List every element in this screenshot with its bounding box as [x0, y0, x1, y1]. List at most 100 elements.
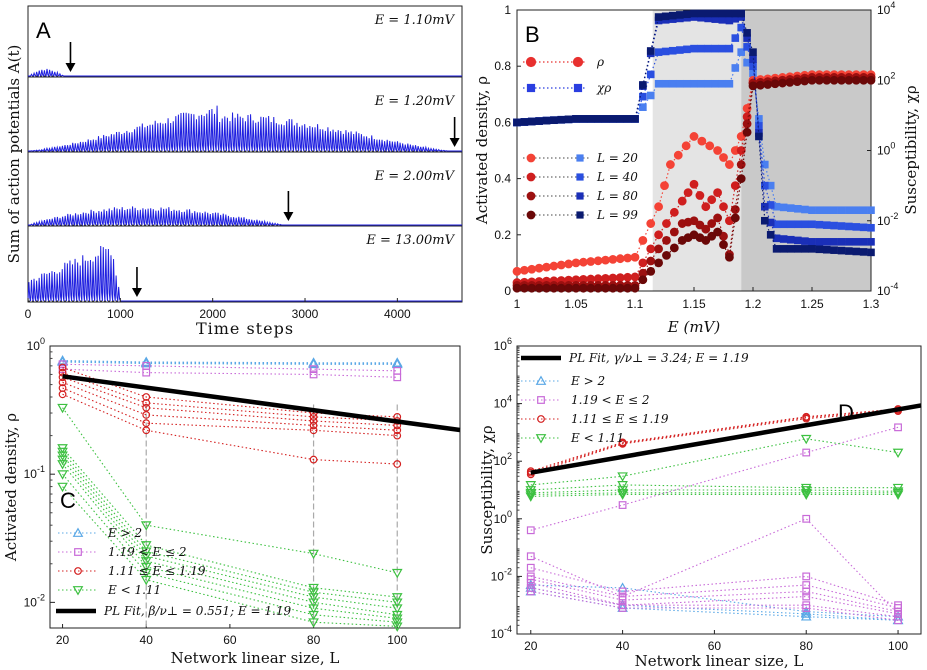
- chi-point: [683, 79, 691, 88]
- chi-point: [845, 247, 853, 255]
- data-point: [393, 460, 402, 468]
- chi-point: [760, 216, 769, 225]
- data-point: [391, 598, 403, 608]
- chi-point: [683, 10, 691, 19]
- rho-point: [742, 119, 752, 129]
- legend-label: 1.19 < E ≤ 2: [571, 393, 649, 407]
- data-point: [894, 423, 902, 432]
- y-tick-label: 100: [494, 509, 512, 526]
- rho-point: [666, 160, 675, 169]
- chi-point: [801, 245, 809, 253]
- x-tick-label: 1000: [107, 307, 134, 321]
- legend-marker: [74, 548, 82, 556]
- rho-point: [646, 244, 656, 254]
- chi-point: [737, 9, 746, 18]
- rho-point: [669, 227, 679, 237]
- chi-point: [631, 115, 639, 123]
- rho-point: [701, 236, 711, 245]
- data-point: [526, 578, 535, 587]
- rho-point: [608, 273, 618, 283]
- activity-trace: [28, 206, 462, 227]
- chi-point: [654, 13, 663, 21]
- data-point: [618, 596, 627, 605]
- stop-arrow-head: [283, 212, 294, 221]
- rho-point: [549, 283, 559, 293]
- rho-point: [866, 75, 876, 85]
- rho-point: [593, 283, 603, 293]
- chi-point: [690, 9, 698, 18]
- x-tick-label: 1.3: [863, 297, 880, 311]
- chi-point: [737, 48, 746, 56]
- x-tick-label: 100: [387, 633, 407, 647]
- rho-point: [683, 188, 693, 198]
- rho-point: [719, 153, 728, 162]
- data-point: [800, 488, 812, 499]
- chi-point: [779, 220, 788, 229]
- series-line: [62, 455, 398, 609]
- rho-point: [705, 141, 715, 151]
- rho-point: [792, 77, 802, 87]
- legend-marker: [526, 172, 536, 182]
- chi-point: [527, 117, 536, 126]
- y-tick-label: 10-4: [491, 624, 512, 641]
- power-law-fit-line: [530, 403, 922, 475]
- x-tick-label: 20: [56, 633, 70, 647]
- series-line: [530, 493, 899, 497]
- chi-point: [830, 238, 838, 246]
- chi-point: [779, 235, 788, 243]
- rho-point: [608, 283, 618, 293]
- legend-marker: [576, 154, 584, 162]
- data-point: [618, 501, 627, 509]
- panel-b-letter: B: [525, 22, 540, 47]
- data-point: [802, 592, 811, 601]
- chi-point: [594, 115, 602, 123]
- x-tick-label: 100: [888, 639, 908, 653]
- chi-point: [749, 48, 757, 56]
- rho-point: [556, 283, 566, 293]
- data-point: [309, 365, 318, 374]
- chi-point: [837, 206, 846, 215]
- series-line: [62, 381, 398, 431]
- chi-point: [779, 203, 788, 212]
- data-point: [525, 492, 537, 502]
- activity-trace: [28, 105, 462, 153]
- data-point: [617, 582, 628, 592]
- chi-point: [609, 115, 617, 123]
- data-point: [58, 363, 67, 372]
- rho-point: [534, 283, 544, 293]
- subplot-energy-label: E = 13.00mV: [365, 233, 455, 248]
- rho-point: [713, 213, 722, 223]
- series-line: [62, 473, 398, 623]
- y-tick-label-right: 100: [877, 141, 895, 158]
- chi-point: [794, 220, 802, 229]
- rho-point: [564, 259, 574, 269]
- panel-a-xlabel: Time steps: [196, 319, 294, 338]
- activity-trace: [27, 246, 462, 302]
- data-point: [526, 587, 535, 596]
- rho-point: [662, 251, 671, 260]
- legend-label: ρ: [596, 55, 604, 69]
- chi-point: [794, 245, 802, 253]
- series-line: [530, 489, 899, 494]
- chi-point: [535, 117, 543, 125]
- panel-c: 20 40 60 80 100 10-2 10-1 100 E > 2 1.19 < E ≤ 2…: [2, 336, 461, 667]
- x-tick-label: 1.2: [745, 297, 762, 311]
- chi-point: [808, 220, 816, 229]
- legend-label: E < 1.11: [107, 583, 161, 597]
- series-line: [530, 575, 899, 609]
- series-line: [62, 359, 398, 364]
- data-point: [57, 460, 68, 470]
- chi-point: [867, 206, 875, 215]
- legend-marker: [72, 586, 84, 596]
- x-tick-label: 60: [223, 633, 237, 647]
- panel-c-xlabel: Network linear size, L: [171, 649, 340, 667]
- chi-point: [661, 47, 670, 56]
- y-tick-label-right: 102: [877, 70, 895, 87]
- chi-point: [550, 116, 558, 125]
- data-point: [618, 604, 627, 612]
- chi-point: [646, 91, 655, 100]
- rho-point: [748, 81, 758, 91]
- chi-point: [690, 44, 698, 53]
- chi-point: [654, 48, 663, 56]
- series-line: [530, 410, 899, 475]
